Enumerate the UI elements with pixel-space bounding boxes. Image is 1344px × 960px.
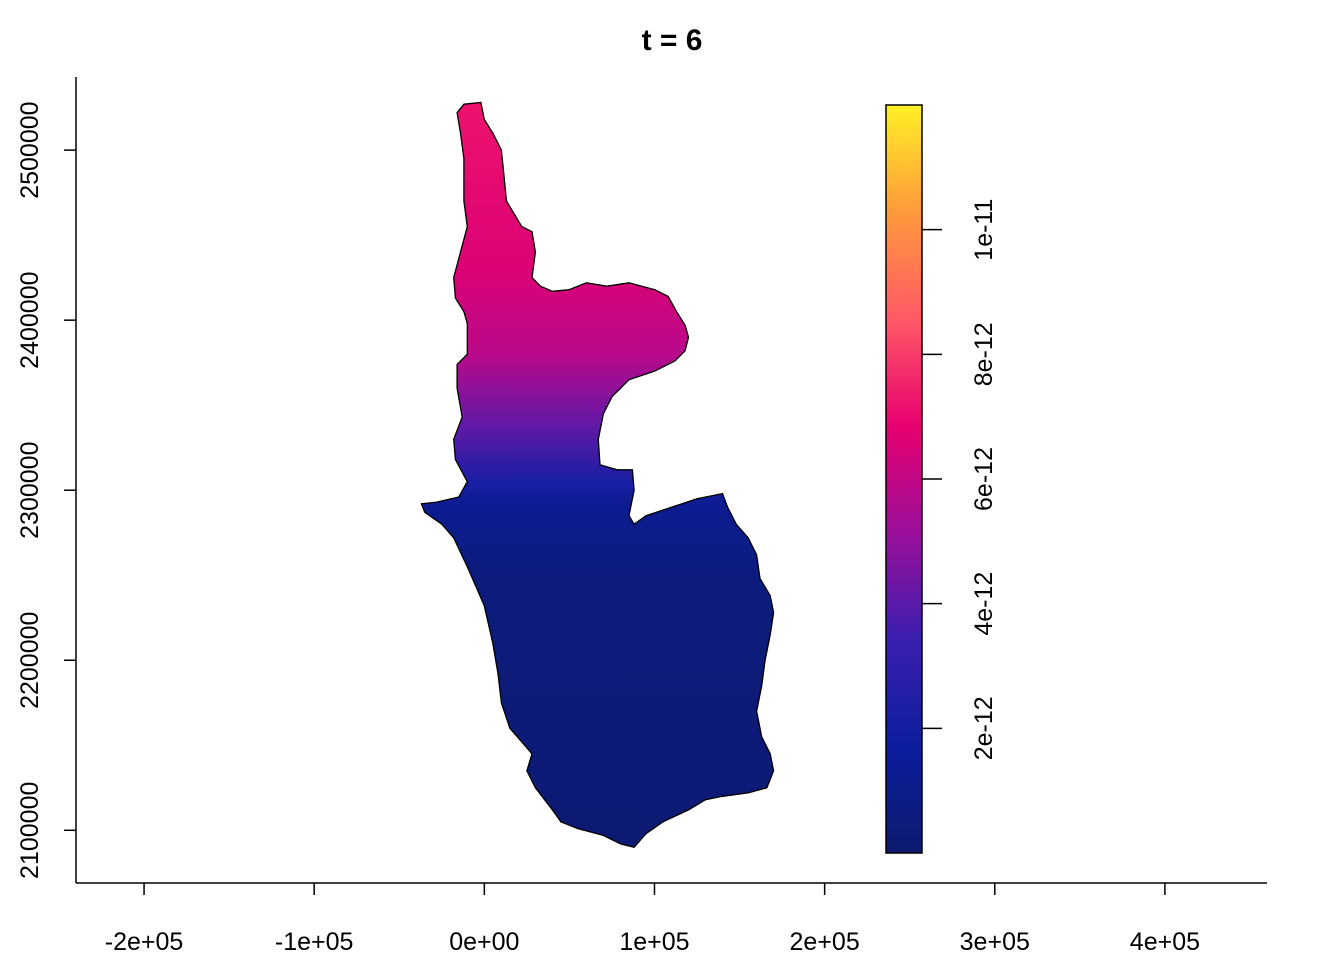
x-tick-label: 4e+05 (1130, 928, 1200, 956)
x-tick-label: 2e+05 (790, 928, 860, 956)
y-tick-label: 2100000 (16, 782, 44, 879)
watershed-region (420, 101, 775, 849)
y-tick-label: 2400000 (16, 271, 44, 368)
colorbar-tick-label: 1e-11 (970, 199, 998, 261)
colorbar-ticks: 2e-12 4e-12 6e-12 8e-12 1e-11 (922, 199, 998, 760)
colorbar-tick-label: 2e-12 (970, 696, 998, 760)
colorbar-ramp (885, 104, 923, 854)
x-tick-label: 0e+00 (449, 928, 519, 956)
colorbar-tick-label: 4e-12 (970, 572, 998, 636)
y-tick-label: 2200000 (16, 612, 44, 709)
plot-title: t = 6 (642, 24, 703, 57)
x-axis: -2e+05 -1e+05 0e+00 1e+05 2e+05 3e+05 4e+05 (76, 882, 1267, 956)
x-tick-label: 1e+05 (619, 928, 689, 956)
colorbar-tick-label: 8e-12 (970, 322, 998, 386)
y-tick-label: 2500000 (16, 101, 44, 198)
y-tick-label: 2300000 (16, 442, 44, 539)
x-tick-label: 3e+05 (960, 928, 1030, 956)
colorbar-tick-label: 6e-12 (970, 447, 998, 511)
x-tick-label: -2e+05 (105, 928, 184, 956)
y-axis: 2100000 2200000 2300000 2400000 2500000 (16, 77, 77, 883)
color-legend: 2e-12 4e-12 6e-12 8e-12 1e-11 (885, 104, 998, 854)
x-tick-label: -1e+05 (275, 928, 354, 956)
